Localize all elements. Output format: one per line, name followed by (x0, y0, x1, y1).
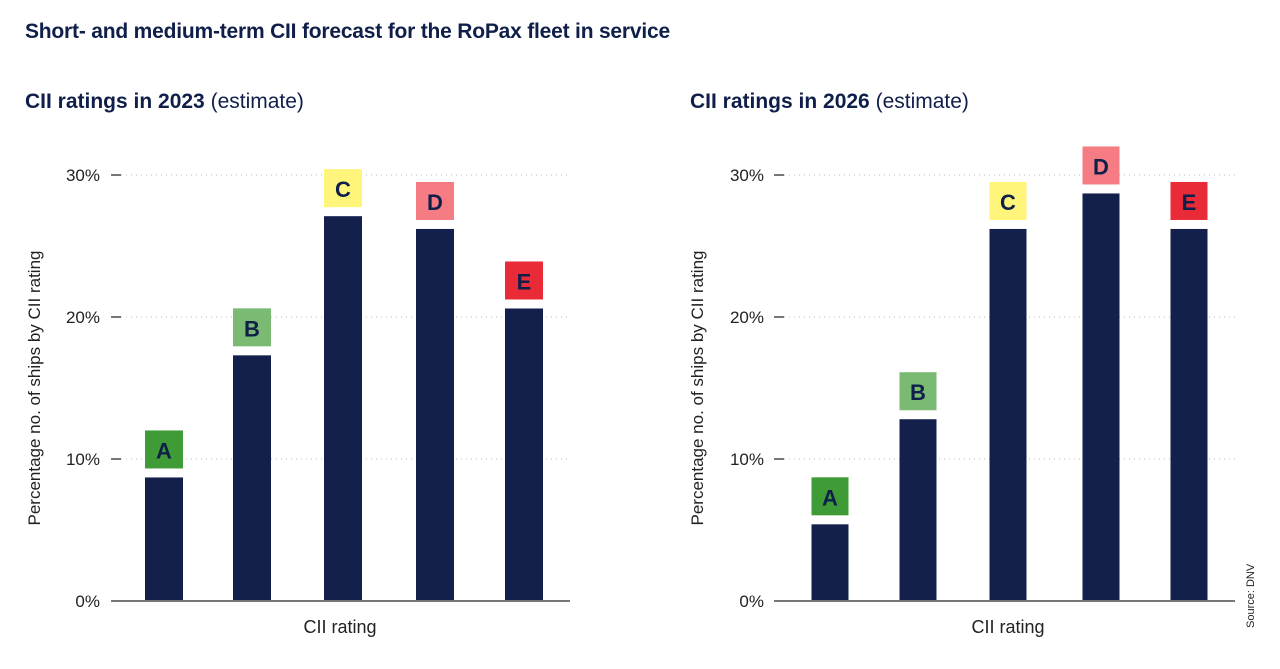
bar-label-2026-C: C (1000, 190, 1016, 215)
rating-box-2026-B (899, 372, 937, 411)
rating-box-2023-C (324, 169, 362, 208)
bar-label-2023-B: B (244, 316, 260, 341)
ytick-label-2026-20: 20% (730, 308, 764, 327)
bar-2026-D (1082, 193, 1120, 601)
bar-2026-E (1170, 228, 1208, 601)
bar-2023-C (324, 216, 362, 601)
y-axis-label-2026: Percentage no. of ships by CII rating (688, 251, 707, 526)
ytick-label-2023-30: 30% (66, 166, 100, 185)
rating-box-2026-A (811, 477, 849, 516)
bar-2023-D (416, 228, 454, 601)
bar-2026-A (811, 524, 849, 601)
bar-label-2026-A: A (822, 485, 838, 510)
bar-2023-A (145, 477, 183, 601)
ytick-label-2023-0: 0% (75, 592, 100, 611)
bar-label-2026-D: D (1093, 154, 1109, 179)
ytick-label-2023-20: 20% (66, 308, 100, 327)
bar-label-2023-C: C (335, 177, 351, 202)
bar-label-2023-D: D (427, 190, 443, 215)
rating-box-2023-E (505, 261, 543, 300)
rating-box-2023-D (416, 181, 454, 220)
rating-box-2026-E (1170, 181, 1208, 220)
bar-label-2026-B: B (910, 380, 926, 405)
chart-2023-title-main: CII ratings in 2023 (25, 90, 205, 113)
main-title: Short- and medium-term CII forecast for … (25, 20, 670, 43)
bar-2023-B (233, 355, 271, 601)
ytick-label-2023-10: 10% (66, 450, 100, 469)
ytick-label-2026-10: 10% (730, 450, 764, 469)
bar-2026-C (989, 228, 1027, 601)
bar-label-2023-E: E (517, 269, 532, 294)
bar-label-2026-E: E (1182, 190, 1197, 215)
chart-2026-title-suffix: (estimate) (875, 90, 969, 113)
ytick-label-2026-0: 0% (739, 592, 764, 611)
x-axis-label-2023: CII rating (303, 617, 376, 637)
rating-box-2023-B (233, 308, 271, 347)
y-axis-label-2023: Percentage no. of ships by CII rating (25, 251, 44, 526)
ytick-label-2026-30: 30% (730, 166, 764, 185)
bar-label-2023-A: A (156, 438, 172, 463)
rating-box-2023-A (145, 430, 183, 469)
chart-2023-title: CII ratings in 2023 (estimate) (25, 90, 304, 114)
chart-2026-title: CII ratings in 2026 (estimate) (690, 90, 969, 114)
bar-2023-E (505, 308, 543, 601)
bar-2026-B (899, 419, 937, 601)
source-note: Source: DNV (1245, 563, 1257, 628)
chart-2026-title-main: CII ratings in 2026 (690, 90, 870, 113)
chart-2023-title-suffix: (estimate) (210, 90, 304, 113)
x-axis-label-2026: CII rating (971, 617, 1044, 637)
rating-box-2026-D (1082, 146, 1120, 185)
rating-box-2026-C (989, 181, 1027, 220)
